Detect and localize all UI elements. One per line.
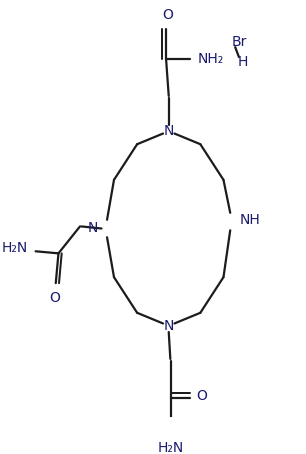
Text: Br: Br: [232, 35, 247, 49]
Text: O: O: [196, 389, 207, 403]
Text: N: N: [88, 222, 98, 236]
Text: NH₂: NH₂: [197, 52, 224, 66]
Text: H: H: [237, 55, 248, 69]
Text: N: N: [163, 319, 174, 333]
Text: H₂N: H₂N: [158, 441, 184, 454]
Text: NH: NH: [240, 213, 260, 227]
Text: H₂N: H₂N: [2, 241, 28, 255]
Text: O: O: [49, 291, 60, 306]
Text: N: N: [163, 124, 174, 138]
Text: O: O: [162, 8, 173, 22]
